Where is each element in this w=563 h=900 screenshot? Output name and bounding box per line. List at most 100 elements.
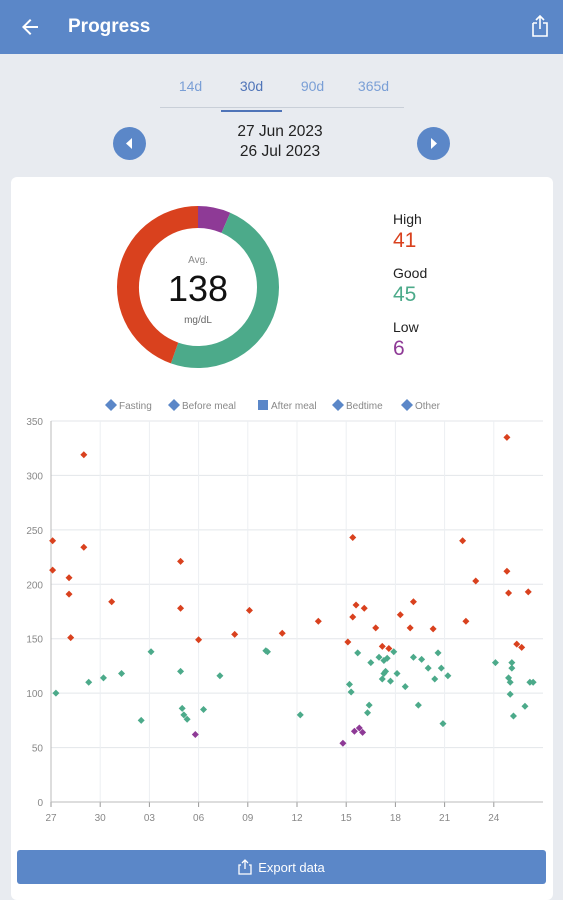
x-tick-label: 06 bbox=[193, 813, 205, 824]
data-point bbox=[406, 624, 414, 632]
x-tick-label: 24 bbox=[488, 813, 500, 824]
x-tick-label: 18 bbox=[390, 813, 402, 824]
data-point bbox=[401, 683, 409, 691]
y-tick-label: 0 bbox=[37, 798, 43, 809]
back-arrow-icon[interactable] bbox=[18, 15, 42, 39]
data-point bbox=[367, 659, 375, 667]
data-point bbox=[349, 613, 357, 621]
good-count: 45 bbox=[393, 283, 417, 306]
avg-label: Avg. bbox=[188, 255, 208, 266]
data-point bbox=[508, 659, 516, 667]
data-point bbox=[52, 689, 60, 697]
data-point bbox=[382, 667, 390, 675]
data-point bbox=[429, 625, 437, 633]
y-tick-label: 50 bbox=[32, 744, 44, 755]
data-point bbox=[378, 675, 386, 683]
data-point bbox=[354, 649, 362, 657]
range-start: 27 Jun 2023 bbox=[237, 123, 323, 140]
data-point bbox=[216, 672, 224, 680]
data-point bbox=[355, 724, 363, 732]
data-point bbox=[462, 617, 470, 625]
data-point bbox=[383, 654, 391, 662]
avg-unit: mg/dL bbox=[184, 315, 212, 326]
data-point bbox=[385, 645, 393, 653]
distribution-donut: Avg. 138 mg/dL bbox=[116, 205, 280, 369]
donut-segment-low bbox=[197, 206, 231, 234]
export-data-label: Export data bbox=[258, 859, 325, 875]
data-point bbox=[503, 433, 511, 441]
data-point bbox=[509, 712, 517, 720]
legend-label: Before meal bbox=[182, 401, 236, 412]
data-point bbox=[278, 629, 286, 637]
x-tick-label: 27 bbox=[45, 813, 57, 824]
data-point bbox=[350, 727, 358, 735]
data-point bbox=[314, 617, 322, 625]
data-point bbox=[491, 659, 499, 667]
data-point bbox=[80, 543, 88, 551]
legend-marker bbox=[105, 399, 117, 411]
range-summary: High 41 Good 45 Low 6 bbox=[393, 210, 427, 372]
data-point bbox=[349, 533, 357, 541]
tab-90d[interactable]: 90d bbox=[300, 78, 325, 94]
donut-segment-high bbox=[117, 206, 199, 364]
data-point bbox=[393, 670, 401, 678]
y-tick-label: 200 bbox=[26, 580, 43, 591]
data-point bbox=[418, 655, 426, 663]
high-count: 41 bbox=[393, 229, 417, 252]
data-point bbox=[503, 567, 511, 575]
data-point bbox=[345, 680, 353, 688]
tab-30d[interactable]: 30d bbox=[221, 70, 282, 112]
data-point bbox=[459, 537, 467, 545]
legend-marker bbox=[168, 399, 180, 411]
data-point bbox=[409, 598, 417, 606]
data-point bbox=[360, 604, 368, 612]
data-point bbox=[518, 643, 526, 651]
range-end: 26 Jul 2023 bbox=[239, 143, 321, 160]
data-point bbox=[409, 653, 417, 661]
data-point bbox=[365, 701, 373, 709]
previous-period-button[interactable] bbox=[113, 127, 146, 160]
data-point bbox=[67, 634, 75, 642]
data-point bbox=[80, 451, 88, 459]
legend-label: Other bbox=[415, 401, 441, 412]
data-point bbox=[49, 566, 57, 574]
data-point bbox=[434, 649, 442, 657]
data-point bbox=[524, 588, 532, 596]
low-count: 6 bbox=[393, 337, 405, 360]
data-point bbox=[177, 667, 185, 675]
data-point bbox=[529, 678, 537, 686]
data-point bbox=[108, 598, 116, 606]
data-point bbox=[344, 638, 352, 646]
app-bar: Progress bbox=[0, 0, 563, 54]
chevron-left-icon bbox=[126, 138, 132, 149]
x-tick-label: 12 bbox=[291, 813, 303, 824]
page-title: Progress bbox=[68, 16, 151, 37]
data-point bbox=[191, 731, 199, 739]
range-tabs: 14d 30d 90d 365d bbox=[160, 70, 404, 112]
data-point bbox=[263, 648, 271, 656]
y-tick-label: 300 bbox=[26, 471, 43, 482]
data-point bbox=[347, 688, 355, 696]
x-tick-label: 21 bbox=[439, 813, 451, 824]
share-icon[interactable] bbox=[529, 14, 551, 38]
data-point bbox=[521, 702, 529, 710]
data-point bbox=[505, 589, 513, 597]
tab-14d[interactable]: 14d bbox=[178, 78, 203, 94]
avg-value: 138 bbox=[168, 268, 228, 309]
next-period-button[interactable] bbox=[417, 127, 450, 160]
data-point bbox=[183, 715, 191, 723]
x-tick-label: 30 bbox=[95, 813, 107, 824]
data-point bbox=[296, 711, 304, 719]
data-point bbox=[65, 574, 73, 582]
export-data-button[interactable]: Export data bbox=[17, 850, 546, 884]
data-point bbox=[424, 664, 432, 672]
data-point bbox=[444, 672, 452, 680]
data-point bbox=[137, 716, 145, 724]
data-point bbox=[177, 604, 185, 612]
data-point bbox=[178, 704, 186, 712]
data-point bbox=[506, 678, 514, 686]
data-point bbox=[396, 611, 404, 619]
data-point bbox=[195, 636, 203, 644]
tab-365d[interactable]: 365d bbox=[357, 78, 390, 94]
data-point bbox=[372, 624, 380, 632]
